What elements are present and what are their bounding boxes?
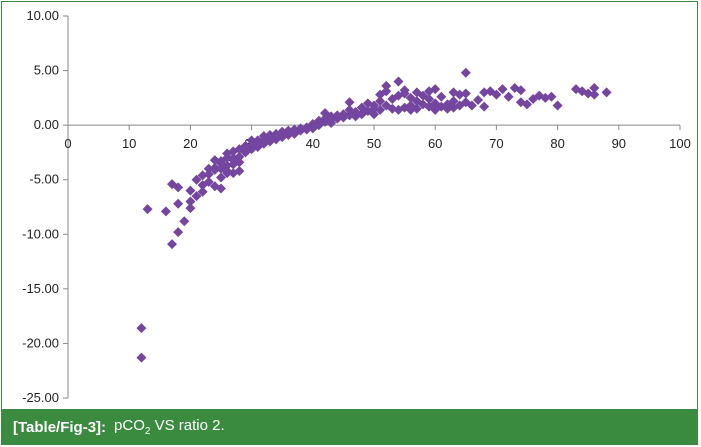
- data-point: [234, 165, 245, 176]
- data-points: [136, 67, 612, 363]
- data-point: [424, 93, 435, 104]
- data-point: [473, 95, 484, 106]
- data-point: [583, 88, 594, 99]
- data-point: [381, 86, 392, 97]
- data-point: [411, 103, 422, 114]
- x-tick-label: 90: [612, 136, 626, 151]
- data-point: [479, 101, 490, 112]
- x-tick-label: 0: [64, 136, 71, 151]
- data-point: [344, 97, 355, 108]
- data-point: [448, 96, 459, 107]
- caption-text-before: pCO: [114, 417, 145, 434]
- caption-subscript: 2: [144, 426, 151, 437]
- x-axis-ticks: 0102030405060708090100: [64, 125, 691, 151]
- data-point: [234, 157, 245, 168]
- data-point: [173, 182, 184, 193]
- y-tick-label: 10.00: [26, 8, 59, 23]
- data-point: [185, 203, 196, 214]
- data-point: [430, 84, 441, 95]
- data-point: [381, 80, 392, 91]
- data-point: [185, 185, 196, 196]
- x-tick-label: 80: [550, 136, 564, 151]
- data-point: [491, 89, 502, 100]
- data-point: [203, 163, 214, 174]
- y-tick-label: -10.00: [22, 226, 59, 241]
- data-point: [369, 109, 379, 120]
- y-tick-label: 5.00: [34, 63, 59, 78]
- y-tick-label: 0.00: [34, 117, 59, 132]
- y-axis-ticks: 10.00 5.00 0.00 -5.00 -10.00 -15.00 -20.00 -25.…: [22, 8, 68, 405]
- x-tick-label: 70: [489, 136, 503, 151]
- data-point: [209, 162, 220, 173]
- data-point: [522, 99, 532, 110]
- data-point: [601, 87, 612, 98]
- data-point: [203, 169, 214, 180]
- data-point: [454, 89, 465, 100]
- data-point: [197, 170, 208, 181]
- data-point: [589, 83, 600, 94]
- figure-caption: [Table/Fig-3]: pCO2 VS ratio 2.: [1, 409, 698, 445]
- data-point: [179, 216, 190, 227]
- y-tick-label: -15.00: [22, 281, 59, 296]
- data-point: [479, 87, 490, 98]
- data-point: [515, 85, 526, 96]
- y-tick-label: -25.00: [22, 390, 59, 405]
- data-point: [497, 84, 508, 95]
- data-point: [160, 206, 171, 217]
- data-point: [387, 103, 398, 114]
- data-point: [375, 96, 386, 107]
- data-point: [369, 103, 379, 114]
- x-tick-label: 20: [183, 136, 197, 151]
- data-point: [442, 103, 453, 114]
- data-point: [142, 204, 153, 215]
- data-point: [589, 89, 600, 100]
- data-point: [173, 227, 184, 238]
- x-tick-label: 40: [306, 136, 320, 151]
- data-point: [216, 172, 226, 183]
- data-point: [197, 186, 208, 197]
- data-point: [393, 76, 404, 87]
- data-point: [436, 91, 447, 102]
- data-point: [222, 160, 233, 171]
- data-point: [136, 352, 147, 363]
- y-tick-label: -5.00: [29, 172, 59, 187]
- data-point: [326, 117, 337, 128]
- data-point: [466, 100, 477, 111]
- data-point: [191, 174, 202, 185]
- data-point: [173, 198, 184, 209]
- y-tick-label: -20.00: [22, 335, 59, 350]
- x-tick-label: 60: [428, 136, 442, 151]
- data-point: [234, 151, 245, 162]
- data-point: [228, 152, 239, 163]
- data-point: [552, 100, 563, 111]
- data-point: [222, 168, 233, 179]
- data-point: [136, 323, 147, 334]
- data-point: [167, 239, 178, 250]
- data-point: [460, 67, 471, 78]
- data-point: [540, 92, 551, 103]
- data-point: [460, 88, 471, 99]
- chart-axes: [67, 16, 680, 398]
- data-point: [399, 88, 410, 99]
- data-point: [185, 196, 196, 207]
- data-point: [503, 91, 514, 102]
- caption-reference: [Table/Fig-3]:: [13, 418, 107, 436]
- data-point: [295, 125, 306, 136]
- x-tick-label: 50: [367, 136, 381, 151]
- data-point: [338, 109, 349, 120]
- scatter-chart: 10.00 5.00 0.00 -5.00 -10.00 -15.00 -20.00 -25.…: [22, 8, 691, 405]
- data-point: [203, 176, 214, 187]
- data-point: [546, 91, 557, 102]
- caption-text: pCO2 VS ratio 2.: [114, 417, 225, 437]
- x-tick-label: 100: [669, 136, 691, 151]
- data-point: [216, 183, 226, 194]
- caption-text-after: VS ratio 2.: [150, 417, 225, 434]
- x-tick-label: 10: [122, 136, 136, 151]
- data-point: [405, 104, 416, 115]
- data-point: [191, 191, 202, 202]
- data-point: [375, 104, 386, 115]
